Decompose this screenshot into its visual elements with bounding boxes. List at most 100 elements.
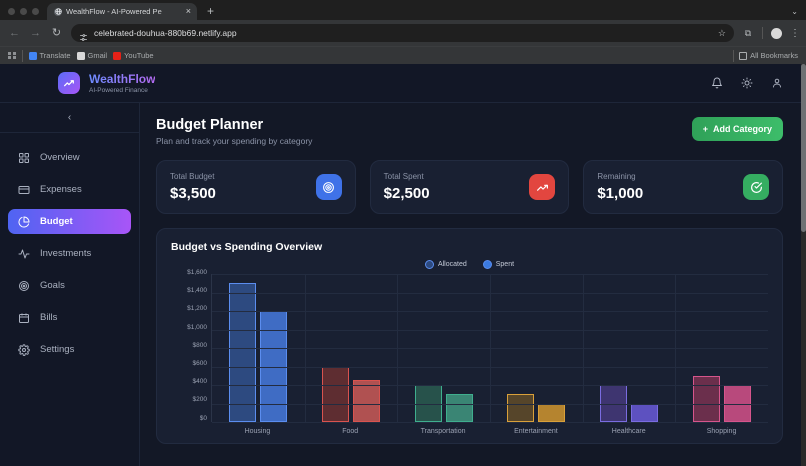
sidebar-item-goals[interactable]: Goals (8, 273, 131, 298)
sun-icon[interactable] (741, 77, 753, 89)
grid-vline (397, 274, 399, 422)
address-bar[interactable]: celebrated-douhua-880b69.netlify.app ☆ (71, 24, 734, 42)
bar-spent[interactable] (445, 394, 473, 422)
bar-spent[interactable] (352, 380, 380, 422)
main-content: Budget Planner Plan and track your spend… (140, 103, 801, 466)
grid-vline (490, 274, 491, 422)
app-header: WealthFlow AI-Powered Finance (0, 64, 801, 103)
maximize-window-button[interactable] (32, 8, 39, 15)
collapse-sidebar-button[interactable]: ‹ (0, 103, 139, 133)
close-window-button[interactable] (8, 8, 15, 15)
sidebar-item-investments[interactable]: Investments (8, 241, 131, 266)
header-actions (711, 77, 783, 89)
all-bookmarks[interactable]: All Bookmarks (739, 51, 798, 60)
stat-label: Total Budget (170, 172, 215, 181)
sidebar-nav: Overview Expenses (0, 133, 139, 374)
x-tick-label: Entertainment (514, 428, 558, 435)
sidebar-item-label: Budget (40, 216, 73, 227)
y-axis: $1,600 $1,400 $1,200 $1,000 $800 $600 $4… (171, 269, 211, 422)
user-icon[interactable] (771, 77, 783, 89)
brand-tagline: AI-Powered Finance (89, 87, 148, 94)
wealthflow-logo-icon (58, 72, 80, 94)
app-body: ‹ Overview (0, 103, 801, 466)
stat-value: $2,500 (383, 185, 430, 202)
wealthflow-app: WealthFlow AI-Powered Finance (0, 64, 801, 466)
page-subtitle: Plan and track your spending by category (156, 136, 313, 146)
y-tick: $400 (192, 378, 207, 386)
all-bookmarks-button[interactable]: All Bookmarks (733, 49, 798, 62)
legend-swatch (482, 260, 492, 269)
bookmark-label: YouTube (124, 51, 154, 60)
legend-label: Allocated (437, 261, 467, 268)
bar-group (321, 274, 380, 422)
new-tab-button[interactable]: + (207, 4, 215, 18)
tab-title: WealthFlow - AI-Powered Pe (66, 7, 162, 16)
page-scrollbar[interactable] (801, 64, 806, 466)
gmail-icon (76, 51, 85, 60)
legend-item-allocated[interactable]: Allocated (424, 260, 467, 269)
x-tick-label: Housing (244, 428, 271, 435)
tune-icon[interactable] (79, 29, 88, 41)
add-category-button[interactable]: + Add Category (691, 117, 783, 141)
sidebar-item-budget[interactable]: Budget (8, 209, 131, 234)
bar-allocated[interactable] (507, 394, 535, 422)
legend-label: Spent (495, 261, 515, 268)
sidebar-item-label: Overview (40, 152, 80, 163)
tab-list-chevron-icon[interactable]: ⌄ (791, 7, 798, 16)
extensions-icon[interactable]: ⧉ (744, 27, 752, 38)
x-tick-label: Food (342, 428, 359, 435)
close-tab-button[interactable]: × (185, 6, 191, 16)
bar-group (507, 274, 566, 422)
chrome-menu-icon[interactable]: ⋮ (790, 27, 800, 39)
youtube-icon (113, 51, 122, 60)
bookmark-translate[interactable]: Translate (28, 51, 71, 60)
reload-button[interactable]: ↻ (51, 26, 62, 39)
sidebar-item-settings[interactable]: Settings (8, 337, 131, 362)
sidebar-item-label: Goals (40, 280, 65, 291)
back-button[interactable]: ← (9, 26, 20, 39)
calendar-icon (18, 312, 30, 324)
pie-chart-icon (18, 215, 30, 228)
stat-label: Total Spent (383, 172, 424, 181)
stat-value: $1,000 (597, 185, 644, 202)
bookmarks-divider (21, 49, 23, 62)
scrollbar-thumb[interactable] (801, 64, 806, 232)
legend-item-spent[interactable]: Spent (482, 260, 515, 269)
sidebar-item-label: Expenses (40, 184, 82, 195)
x-tick-label: Transportation (420, 428, 466, 435)
target-icon (315, 174, 342, 200)
profile-avatar[interactable] (771, 27, 782, 39)
bar-allocated[interactable] (229, 283, 257, 422)
forward-button[interactable]: → (30, 26, 41, 39)
window-controls[interactable] (6, 8, 47, 20)
card-icon (18, 184, 30, 196)
sidebar-item-bills[interactable]: Bills (8, 305, 131, 330)
apps-grid-icon[interactable] (8, 51, 16, 60)
stat-label: Remaining (597, 172, 636, 181)
brand-name: WealthFlow (89, 72, 156, 86)
bar-spent[interactable] (538, 403, 566, 422)
sidebar-item-overview[interactable]: Overview (8, 145, 131, 170)
budget-vs-spending-chart-card: Budget vs Spending Overview Allocated Sp… (156, 228, 783, 444)
sidebar-item-expenses[interactable]: Expenses (8, 177, 131, 202)
add-category-label: Add Category (712, 124, 772, 134)
browser-tab[interactable]: WealthFlow - AI-Powered Pe × (47, 3, 197, 20)
bar-spent[interactable] (630, 403, 658, 422)
grid-icon (18, 152, 30, 164)
gear-icon (18, 343, 30, 356)
bookmark-youtube[interactable]: YouTube (113, 51, 154, 60)
bookmark-label: Gmail (87, 51, 108, 60)
translate-icon (28, 51, 37, 60)
sidebar-item-label: Settings (40, 344, 75, 355)
bar-allocated[interactable] (692, 375, 720, 422)
minimize-window-button[interactable] (20, 8, 27, 15)
bar-allocated[interactable] (321, 366, 349, 422)
bookmark-gmail[interactable]: Gmail (76, 51, 108, 60)
bookmark-star-icon[interactable]: ☆ (717, 27, 726, 38)
stat-card-total-spent: Total Spent $2,500 (369, 160, 570, 214)
y-tick: $1,200 (187, 305, 207, 313)
chart-title: Budget vs Spending Overview (171, 241, 323, 253)
bell-icon[interactable] (711, 77, 723, 89)
trending-up-icon (529, 174, 556, 200)
sidebar-item-label: Investments (40, 248, 92, 259)
